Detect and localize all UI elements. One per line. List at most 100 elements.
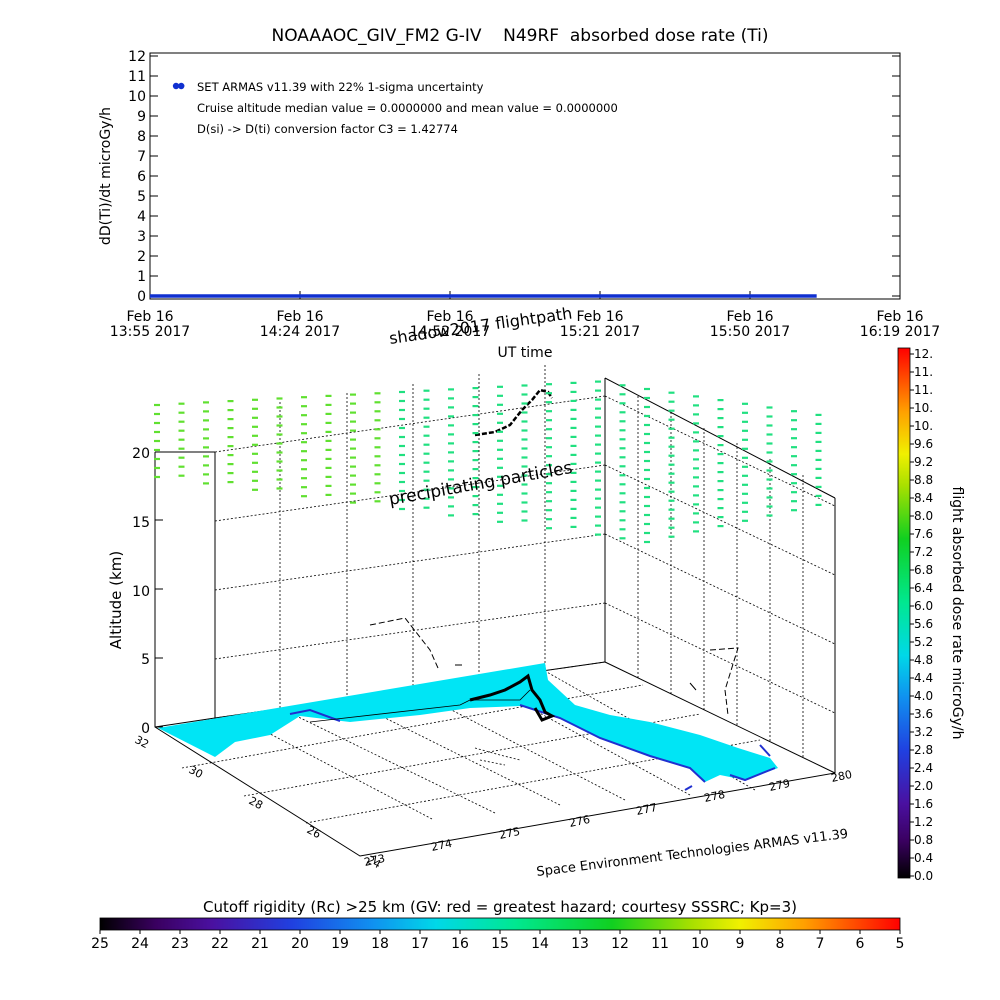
chart-title: NOAAAOC_GIV_FM2 G-IV N49RF absorbed dose… bbox=[272, 26, 769, 46]
longitude-tick-labels: 273 274 275 276 277 278 279 280 bbox=[363, 768, 853, 869]
dose-rate-point bbox=[178, 82, 185, 90]
cutoff-rigidity-colorbar-bar bbox=[99, 917, 901, 931]
z-axis-tick-labels: 0 5 10 15 20 bbox=[132, 446, 150, 737]
colorbar-tick-label: 5.6 bbox=[914, 617, 933, 631]
colorbar-tick-label: 1.6 bbox=[914, 797, 933, 811]
lat-tick-label: 30 bbox=[187, 763, 205, 781]
z-axis-ticks bbox=[155, 451, 163, 728]
map-coastline bbox=[289, 704, 776, 791]
x-tick-date: Feb 16 bbox=[876, 309, 923, 325]
lon-tick-label: 274 bbox=[430, 837, 453, 854]
rigidity-tick-label: 6 bbox=[856, 936, 865, 952]
colorbar-tick-label: 3.2 bbox=[914, 725, 933, 739]
colorbar-tick-label: 9.2 bbox=[914, 455, 933, 469]
lon-tick-label: 279 bbox=[768, 777, 791, 794]
rigidity-tick-label: 24 bbox=[131, 936, 149, 952]
rigidity-tick-label: 14 bbox=[531, 936, 549, 952]
rigidity-tick-label: 21 bbox=[251, 936, 269, 952]
flightpath-shadow-lines bbox=[369, 617, 739, 716]
x-tick-time: 13:55 2017 bbox=[110, 324, 190, 340]
colorbar-tick-label: 9.6 bbox=[914, 437, 933, 451]
annotation-uncertainty: SET ARMAS v11.39 with 22% 1-sigma uncert… bbox=[197, 80, 484, 94]
dose-rate-colorbar: 0.0 0.4 0.8 1.2 1.6 2.0 2.4 2.8 3.2 3.6 4.0 4.4 4.8 5… bbox=[897, 347, 965, 883]
lat-tick-label: 26 bbox=[305, 823, 323, 841]
lon-tick-label: 278 bbox=[703, 788, 726, 805]
y-tick-label: 8 bbox=[137, 129, 146, 145]
x-tick-time: 15:50 2017 bbox=[710, 324, 790, 340]
x-tick-date: Feb 16 bbox=[276, 309, 323, 325]
rigidity-tick-label: 19 bbox=[331, 936, 349, 952]
cutoff-rigidity-colorbar: Cutoff rigidity (Rc) >25 km (GV: red = g… bbox=[91, 898, 904, 952]
rigidity-tick-label: 5 bbox=[896, 936, 905, 952]
colorbar-tick-label: 4.0 bbox=[914, 689, 933, 703]
rigidity-tick-label: 9 bbox=[736, 936, 745, 952]
y-tick-label: 3 bbox=[137, 229, 146, 245]
colorbar-tick-label: 11. bbox=[914, 365, 933, 379]
colorbar-tick-label: 3.6 bbox=[914, 707, 933, 721]
colorbar-tick-label: 0.8 bbox=[914, 833, 933, 847]
y-tick-label: 4 bbox=[137, 209, 146, 225]
cutoff-rigidity-colorbar-label: Cutoff rigidity (Rc) >25 km (GV: red = g… bbox=[203, 898, 797, 916]
lon-tick-label: 277 bbox=[635, 801, 658, 818]
colorbar-tick-label: 8.0 bbox=[914, 509, 933, 523]
z-tick-label: 0 bbox=[141, 721, 150, 737]
rigidity-tick-label: 23 bbox=[171, 936, 189, 952]
colorbar-tick-label: 12. bbox=[914, 347, 933, 361]
lon-tick-label: 273 bbox=[363, 852, 386, 869]
rigidity-tick-label: 10 bbox=[691, 936, 709, 952]
map-water-fill bbox=[158, 663, 778, 782]
y-tick-label: 9 bbox=[137, 109, 146, 125]
altitude-axis-label: Altitude (km) bbox=[107, 551, 125, 649]
y-tick-label: 12 bbox=[128, 49, 146, 65]
rigidity-tick-label: 20 bbox=[291, 936, 309, 952]
particle-field bbox=[154, 380, 822, 544]
x-tick-date: Feb 16 bbox=[726, 309, 773, 325]
colorbar-tick-label: 4.4 bbox=[914, 671, 933, 685]
x-tick-date: Feb 16 bbox=[126, 309, 173, 325]
colorbar-tick-label: 10. bbox=[914, 401, 933, 415]
annotation-conversion-factor: D(si) -> D(ti) conversion factor C3 = 1.… bbox=[197, 122, 458, 136]
y-tick-label: 6 bbox=[137, 169, 146, 185]
lat-tick-label: 28 bbox=[247, 794, 265, 812]
box-edges bbox=[154, 377, 836, 857]
y-tick-label: 0 bbox=[137, 289, 146, 305]
lat-tick-label: 32 bbox=[133, 733, 151, 751]
colorbar-tick-label: 2.8 bbox=[914, 743, 933, 757]
map-flight-track bbox=[469, 673, 556, 722]
rigidity-tick-label: 16 bbox=[451, 936, 469, 952]
y-tick-label: 1 bbox=[137, 269, 146, 285]
lon-tick-label: 280 bbox=[830, 768, 853, 785]
colorbar-tick-label: 6.4 bbox=[914, 581, 933, 595]
rigidity-tick-label: 7 bbox=[816, 936, 825, 952]
colorbar-tick-label: 0.4 bbox=[914, 851, 933, 865]
credit-annotation: Space Environment Technologies ARMAS v11… bbox=[536, 827, 849, 880]
timeseries-x-label: UT time bbox=[498, 345, 553, 361]
perspective-panel: 0 5 10 15 20 Altitude (km) 32 30 28 26 2… bbox=[107, 303, 853, 880]
colorbar-tick-label: 0.0 bbox=[914, 869, 933, 883]
y-tick-label: 7 bbox=[137, 149, 146, 165]
x-tick-time: 14:52 2017 bbox=[410, 324, 490, 340]
y-tick-label: 11 bbox=[128, 69, 146, 85]
z-tick-label: 20 bbox=[132, 446, 150, 462]
right-wall-grid bbox=[604, 395, 836, 757]
lon-tick-label: 276 bbox=[568, 813, 591, 830]
rigidity-tick-label: 17 bbox=[411, 936, 429, 952]
colorbar-tick-label: 8.4 bbox=[914, 491, 933, 505]
z-tick-label: 5 bbox=[141, 652, 150, 668]
timeseries-y-label: dD(Ti)/dt microGy/h bbox=[98, 107, 114, 245]
colorbar-tick-label: 1.2 bbox=[914, 815, 933, 829]
colorbar-tick-label: 8.8 bbox=[914, 473, 933, 487]
colorbar-tick-label: 6.8 bbox=[914, 563, 933, 577]
rigidity-tick-label: 13 bbox=[571, 936, 589, 952]
colorbar-tick-label: 5.2 bbox=[914, 635, 933, 649]
back-wall-grid bbox=[214, 363, 606, 719]
colorbar-tick-label: 2.4 bbox=[914, 761, 933, 775]
timeseries-panel: NOAAAOC_GIV_FM2 G-IV N49RF absorbed dose… bbox=[98, 26, 940, 361]
y-tick-label: 10 bbox=[128, 89, 146, 105]
rigidity-tick-label: 22 bbox=[211, 936, 229, 952]
rigidity-tick-label: 11 bbox=[651, 936, 669, 952]
colorbar-tick-label: 10. bbox=[914, 419, 933, 433]
dose-rate-point bbox=[172, 82, 180, 90]
